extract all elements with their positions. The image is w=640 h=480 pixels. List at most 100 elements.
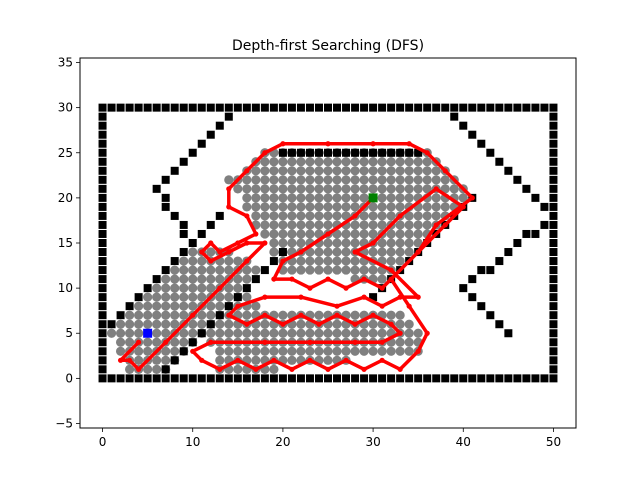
path-point [226,204,232,210]
visited-point [314,166,324,176]
obstacle-point [98,374,107,383]
visited-point [314,202,324,212]
obstacle-point [224,103,233,112]
visited-point [296,166,306,176]
visited-point [242,310,252,320]
visited-point [206,283,216,293]
path-point [343,285,349,291]
obstacle-point [197,374,206,383]
obstacle-point [522,184,531,193]
visited-point [386,184,396,194]
obstacle-point [170,103,179,112]
visited-point [278,346,288,356]
visited-point [161,283,171,293]
visited-point [323,256,333,266]
visited-point [106,328,117,338]
obstacle-point [134,103,143,112]
obstacle-point [477,374,486,383]
obstacle-point [242,103,251,112]
obstacle-point [98,365,107,374]
obstacle-point [188,148,197,157]
obstacle-point [468,130,477,139]
visited-cells [106,148,468,374]
visited-point [287,166,297,176]
visited-point [305,256,315,266]
obstacle-point [215,103,224,112]
visited-point [287,229,297,239]
visited-point [422,184,432,194]
path-point [235,240,241,246]
visited-point [188,292,198,302]
visited-point [179,337,189,347]
obstacle-point [242,374,251,383]
visited-point [368,247,378,257]
visited-point [395,319,405,329]
obstacle-point [477,103,486,112]
visited-point [377,193,387,203]
visited-point [170,301,180,311]
path-point [190,312,196,318]
visited-point [314,175,324,185]
obstacle-point [333,374,342,383]
visited-point [422,157,432,167]
obstacle-point [161,202,170,211]
visited-point [323,355,333,365]
visited-point [296,265,306,275]
obstacle-point [486,311,495,320]
path-point [379,285,385,291]
obstacle-point [549,121,558,130]
visited-point [143,346,153,356]
visited-point [260,328,270,338]
visited-point [170,274,180,284]
path-point [433,222,439,228]
visited-point [377,157,387,167]
visited-point [305,166,315,176]
visited-point [386,238,396,248]
visited-point [152,292,162,302]
obstacle-point [477,302,486,311]
obstacle-point [161,266,170,275]
path-point [415,249,421,255]
x-axis: 0 10 20 30 40 50 [99,428,561,449]
visited-point [143,337,153,347]
visited-point [251,346,261,356]
visited-point [251,328,261,338]
visited-point [386,166,396,176]
path-point [325,231,331,237]
y-tick-label: 20 [58,191,73,205]
visited-point [386,211,396,221]
visited-point [188,256,198,266]
visited-point [161,328,171,338]
visited-point [215,274,225,284]
visited-point [161,346,171,356]
visited-point [332,184,342,194]
path-point [163,339,169,345]
visited-point [413,229,423,239]
visited-point [350,265,360,275]
obstacle-point [450,103,459,112]
x-tick-label: 40 [456,435,471,449]
visited-point [350,328,360,338]
visited-point [296,202,306,212]
visited-point [134,346,144,356]
obstacle-point [342,148,351,157]
visited-point [323,238,333,248]
visited-point [269,166,279,176]
path-point [361,294,367,300]
visited-point [179,328,189,338]
obstacle-point [260,266,269,275]
y-tick-label: −5 [55,416,73,430]
obstacle-point [432,374,441,383]
path-point [307,285,313,291]
obstacle-point [468,275,477,284]
obstacle-point [513,239,522,247]
visited-point [278,175,288,185]
visited-point [296,328,306,338]
visited-point [260,157,270,167]
visited-point [305,184,315,194]
visited-point [314,211,324,221]
visited-point [269,220,279,230]
visited-point [260,193,270,203]
goal-marker [368,193,378,203]
obstacle-point [188,103,197,112]
